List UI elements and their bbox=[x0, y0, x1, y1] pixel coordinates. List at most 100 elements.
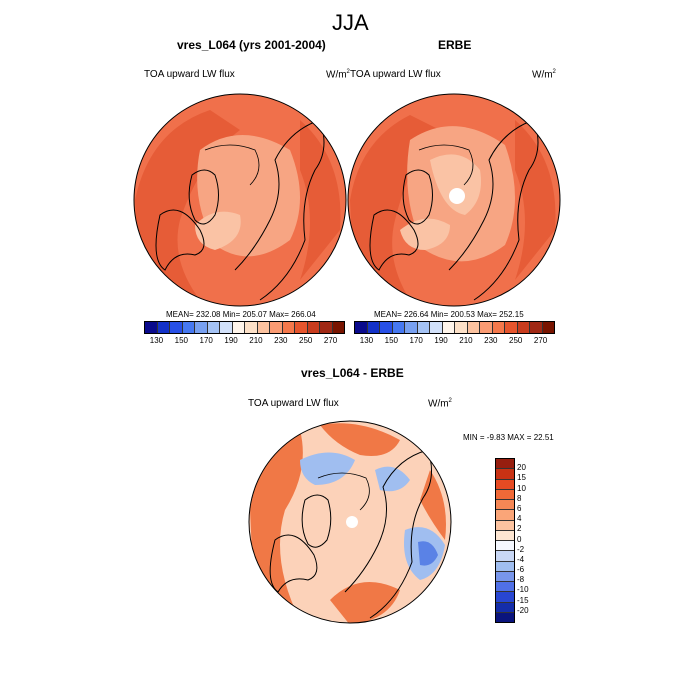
colorbar-swatch bbox=[207, 322, 220, 333]
panel1-title: vres_L064 (yrs 2001-2004) bbox=[177, 38, 326, 52]
colorbar-tick-label: 150 bbox=[174, 336, 188, 345]
colorbar-swatch bbox=[496, 469, 514, 480]
colorbar-swatch bbox=[442, 322, 455, 333]
colorbar-tick-label: 2 bbox=[517, 524, 522, 534]
figure-title: JJA bbox=[332, 10, 369, 35]
panel1-coast-greenland bbox=[188, 169, 219, 225]
panel2-lighter-region bbox=[430, 154, 481, 215]
colorbar-tick-label: -15 bbox=[517, 595, 529, 605]
colorbar-swatch bbox=[307, 322, 320, 333]
panel2-title: ERBE bbox=[438, 38, 472, 52]
colorbar-swatch bbox=[245, 322, 258, 333]
colorbar-swatch bbox=[505, 322, 518, 333]
colorbar-tick-label: 250 bbox=[299, 336, 313, 345]
panel3-title: vres_L064 - ERBE bbox=[301, 366, 404, 380]
colorbar-swatch bbox=[496, 520, 514, 531]
colorbar-swatch bbox=[480, 322, 493, 333]
panel2-colorbar-ticks: 130 150 170 190 210 230 250 270 bbox=[354, 336, 553, 346]
panel3-coast-arctic bbox=[317, 472, 370, 511]
panel1-stats: MEAN= 232.08 Min= 205.07 Max= 266.04 bbox=[166, 310, 316, 319]
colorbar-tick-label: 150 bbox=[384, 336, 398, 345]
colorbar-swatch bbox=[332, 322, 344, 333]
colorbar-tick-label: 130 bbox=[359, 336, 374, 345]
panel1-coast-americas bbox=[155, 209, 205, 271]
colorbar-tick-label: 20 bbox=[517, 463, 526, 473]
colorbar-tick-label: 6 bbox=[517, 503, 522, 513]
colorbar-tick-label: 130 bbox=[149, 336, 164, 345]
colorbar-swatch bbox=[430, 322, 443, 333]
panel3-coast-greenland bbox=[301, 494, 332, 548]
panel1-coast-arctic bbox=[204, 144, 260, 186]
colorbar-swatch bbox=[496, 489, 514, 500]
panel3-hot-region-west bbox=[250, 430, 303, 620]
panel3-hot-region-north bbox=[320, 423, 400, 456]
colorbar-swatch bbox=[496, 459, 514, 470]
colorbar-swatch bbox=[380, 322, 393, 333]
panel2-white-spot bbox=[449, 188, 465, 204]
colorbar-swatch bbox=[496, 571, 514, 582]
colorbar-swatch bbox=[496, 602, 514, 613]
colorbar-swatch bbox=[492, 322, 505, 333]
colorbar-swatch bbox=[417, 322, 430, 333]
colorbar-tick-label: 230 bbox=[274, 336, 288, 345]
colorbar-tick-label: 210 bbox=[459, 336, 473, 345]
panel3-units: W/m2 bbox=[428, 398, 452, 410]
panel2-coast-arctic bbox=[418, 144, 474, 186]
colorbar-tick-label: 270 bbox=[323, 336, 338, 345]
panel3-colorbar-ticks: 20 15 10 8 6 4 2 0 -2 -4 -6 -8 -10 -15 -20 bbox=[517, 458, 547, 621]
colorbar-swatch bbox=[392, 322, 405, 333]
panel3-coast-americas bbox=[269, 534, 318, 593]
panel2-coast-americas bbox=[369, 209, 419, 271]
colorbar-tick-label: 170 bbox=[199, 336, 213, 345]
colorbar-tick-label: 170 bbox=[409, 336, 423, 345]
panel3-coolest-region bbox=[418, 541, 438, 566]
colorbar-swatch bbox=[496, 479, 514, 490]
panel1-warm-region bbox=[135, 110, 240, 300]
colorbar-tick-label: 210 bbox=[249, 336, 263, 345]
panel1-colorbar bbox=[144, 321, 345, 334]
colorbar-swatch bbox=[355, 322, 368, 333]
colorbar-tick-label: -6 bbox=[517, 565, 525, 575]
colorbar-swatch bbox=[496, 510, 514, 521]
colorbar-swatch bbox=[496, 551, 514, 562]
colorbar-swatch bbox=[170, 322, 183, 333]
colorbar-swatch bbox=[220, 322, 233, 333]
colorbar-tick-label: -20 bbox=[517, 605, 529, 615]
colorbar-swatch bbox=[257, 322, 270, 333]
panel2-warm-region bbox=[350, 115, 440, 300]
colorbar-swatch bbox=[496, 530, 514, 541]
colorbar-tick-label: 230 bbox=[484, 336, 498, 345]
colorbar-tick-label: 190 bbox=[434, 336, 448, 345]
panel1-colorbar-ticks: 130 150 170 190 210 230 250 270 bbox=[144, 336, 343, 346]
panel3-hot-region-south bbox=[330, 582, 400, 623]
panel3-stats: MIN = -9.83 MAX = 22.51 bbox=[463, 433, 554, 442]
colorbar-tick-label: 190 bbox=[224, 336, 238, 345]
colorbar-swatch bbox=[496, 582, 514, 593]
colorbar-tick-label: 10 bbox=[517, 483, 526, 493]
panel3-colorbar bbox=[495, 458, 515, 623]
panel3-cool-region-1 bbox=[300, 452, 355, 485]
panel3-hot-region-east bbox=[420, 470, 446, 540]
colorbar-swatch bbox=[405, 322, 418, 333]
colorbar-swatch bbox=[496, 541, 514, 552]
colorbar-swatch bbox=[157, 322, 170, 333]
panel2-field-label: TOA upward LW flux bbox=[350, 69, 441, 80]
colorbar-swatch bbox=[517, 322, 530, 333]
colorbar-swatch bbox=[232, 322, 245, 333]
colorbar-swatch bbox=[145, 322, 158, 333]
colorbar-swatch bbox=[496, 500, 514, 511]
panel2-units: W/m2 bbox=[532, 69, 556, 81]
colorbar-tick-label: -8 bbox=[517, 575, 525, 585]
colorbar-swatch bbox=[530, 322, 543, 333]
colorbar-swatch bbox=[542, 322, 554, 333]
colorbar-swatch bbox=[182, 322, 195, 333]
colorbar-swatch bbox=[195, 322, 208, 333]
colorbar-swatch bbox=[295, 322, 308, 333]
colorbar-tick-label: -10 bbox=[517, 585, 529, 595]
colorbar-tick-label: 250 bbox=[509, 336, 523, 345]
panel2-lighter-region-2 bbox=[400, 218, 450, 250]
colorbar-swatch bbox=[270, 322, 283, 333]
colorbar-tick-label: -4 bbox=[517, 554, 525, 564]
